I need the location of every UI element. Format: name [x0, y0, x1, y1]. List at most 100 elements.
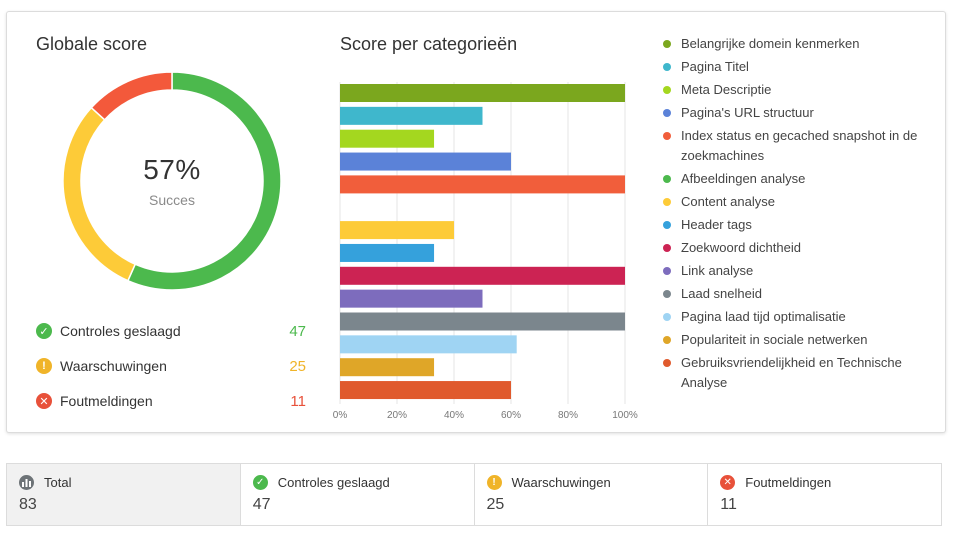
- legend-dot: [663, 198, 671, 206]
- legend-item: Belangrijke domein kenmerken: [663, 34, 943, 54]
- legend-item: Meta Descriptie: [663, 80, 943, 100]
- legend-label: Zoekwoord dichtheid: [681, 240, 801, 255]
- summary-warnings: ! Waarschuwingen 25: [36, 355, 306, 377]
- legend-dot: [663, 40, 671, 48]
- summary-label: Foutmeldingen: [60, 393, 153, 409]
- bar: [340, 106, 483, 125]
- legend-item: Header tags: [663, 215, 943, 235]
- legend-dot: [663, 221, 671, 229]
- legend-label: Afbeeldingen analyse: [681, 171, 806, 186]
- bar: [340, 289, 483, 308]
- summary-label: Waarschuwingen: [60, 358, 167, 374]
- legend-item: Populariteit in sociale netwerken: [663, 330, 943, 350]
- category-score-title: Score per categorieën: [340, 34, 518, 54]
- stat-errors: ✕ Foutmeldingen 11: [708, 464, 941, 525]
- legend-dot: [663, 175, 671, 183]
- x-tick-label: 0%: [333, 410, 348, 421]
- stat-label: Foutmeldingen: [745, 475, 832, 490]
- legend-label: Index status en gecached snapshot in de …: [681, 128, 918, 163]
- bar: [340, 129, 435, 148]
- score-card: Globale score Score per categorieën 57% …: [6, 11, 946, 433]
- legend-label: Link analyse: [681, 263, 754, 278]
- exclamation-icon: !: [486, 475, 502, 490]
- exclamation-icon: !: [36, 358, 52, 374]
- x-tick-label: 100%: [612, 410, 638, 421]
- stat-label: Controles geslaagd: [277, 475, 390, 490]
- stat-total: Total 83: [7, 464, 241, 525]
- bar: [340, 221, 454, 240]
- legend-item: Pagina's URL structuur: [663, 103, 943, 123]
- legend-dot: [663, 313, 671, 321]
- legend-item: Pagina laad tijd optimalisatie: [663, 307, 943, 327]
- stat-value: 47: [252, 496, 271, 513]
- legend-label: Pagina Titel: [681, 59, 749, 74]
- category-bar-chart: 0% 20% 40% 60% 80% 100%: [333, 82, 638, 421]
- bar: [340, 84, 625, 102]
- bar: [340, 266, 625, 285]
- chart-legend: Belangrijke domein kenmerken Pagina Titel…: [663, 34, 943, 396]
- legend-item: Content analyse: [663, 192, 943, 212]
- stat-value: 25: [486, 496, 505, 513]
- stat-value: 11: [720, 496, 737, 513]
- legend-dot: [663, 290, 671, 298]
- global-percent: 57%: [143, 154, 201, 185]
- bar: [340, 152, 511, 171]
- summary-errors: ✕ Foutmeldingen 11: [36, 390, 306, 412]
- legend-dot: [663, 267, 671, 275]
- legend-item: Gebruiksvriendelijkheid en Technische An…: [663, 353, 943, 393]
- cross-icon: ✕: [720, 475, 736, 490]
- legend-label: Pagina laad tijd optimalisatie: [681, 309, 846, 324]
- legend-item: Link analyse: [663, 261, 943, 281]
- legend-label: Header tags: [681, 217, 752, 232]
- legend-label: Gebruiksvriendelijkheid en Technische An…: [681, 355, 902, 390]
- bar: [340, 175, 625, 194]
- legend-item: Laad snelheid: [663, 284, 943, 304]
- bar: [340, 358, 435, 377]
- cross-icon: ✕: [36, 393, 52, 409]
- x-tick-label: 60%: [501, 410, 521, 421]
- legend-label: Belangrijke domein kenmerken: [681, 36, 860, 51]
- chart-icon: [19, 475, 34, 490]
- bar: [340, 243, 435, 262]
- legend-dot: [663, 63, 671, 71]
- x-tick-label: 20%: [387, 410, 407, 421]
- legend-label: Meta Descriptie: [681, 82, 772, 97]
- legend-label: Laad snelheid: [681, 286, 762, 301]
- legend-dot: [663, 244, 671, 252]
- summary-value: 25: [289, 357, 306, 375]
- global-percent-label: Succes: [149, 192, 195, 208]
- legend-item: Pagina Titel: [663, 57, 943, 77]
- x-tick-label: 80%: [558, 410, 578, 421]
- stat-label: Total: [44, 475, 72, 490]
- global-score-title: Globale score: [36, 34, 148, 54]
- stat-label: Waarschuwingen: [511, 475, 611, 490]
- legend-item: Afbeeldingen analyse: [663, 169, 943, 189]
- check-icon: ✓: [36, 323, 52, 339]
- x-tick-label: 40%: [444, 410, 464, 421]
- bar: [340, 381, 511, 400]
- legend-label: Populariteit in sociale netwerken: [681, 332, 868, 347]
- legend-dot: [663, 86, 671, 94]
- bar: [340, 312, 625, 331]
- stat-passed: ✓ Controles geslaagd 47: [240, 464, 475, 525]
- bar: [340, 335, 517, 354]
- stat-value: 83: [19, 496, 37, 513]
- stat-warnings: ! Waarschuwingen 25: [474, 464, 709, 525]
- summary-value: 11: [290, 392, 306, 410]
- legend-dot: [663, 359, 671, 367]
- check-icon: ✓: [252, 475, 268, 490]
- stats-bar: Total 83 ✓ Controles geslaagd 47 ! Waars…: [6, 463, 942, 526]
- legend-item: Zoekwoord dichtheid: [663, 238, 943, 258]
- donut-chart: [63, 72, 281, 290]
- legend-dot: [663, 109, 671, 117]
- legend-dot: [663, 132, 671, 140]
- donut-segment: [90, 72, 173, 121]
- summary-label: Controles geslaagd: [60, 323, 181, 339]
- summary-value: 47: [289, 322, 306, 340]
- legend-dot: [663, 336, 671, 344]
- legend-item: Index status en gecached snapshot in de …: [663, 126, 943, 166]
- legend-label: Pagina's URL structuur: [681, 105, 814, 120]
- legend-label: Content analyse: [681, 194, 775, 209]
- summary-passed: ✓ Controles geslaagd 47: [36, 320, 306, 342]
- donut-center: 57% Succes: [63, 72, 281, 290]
